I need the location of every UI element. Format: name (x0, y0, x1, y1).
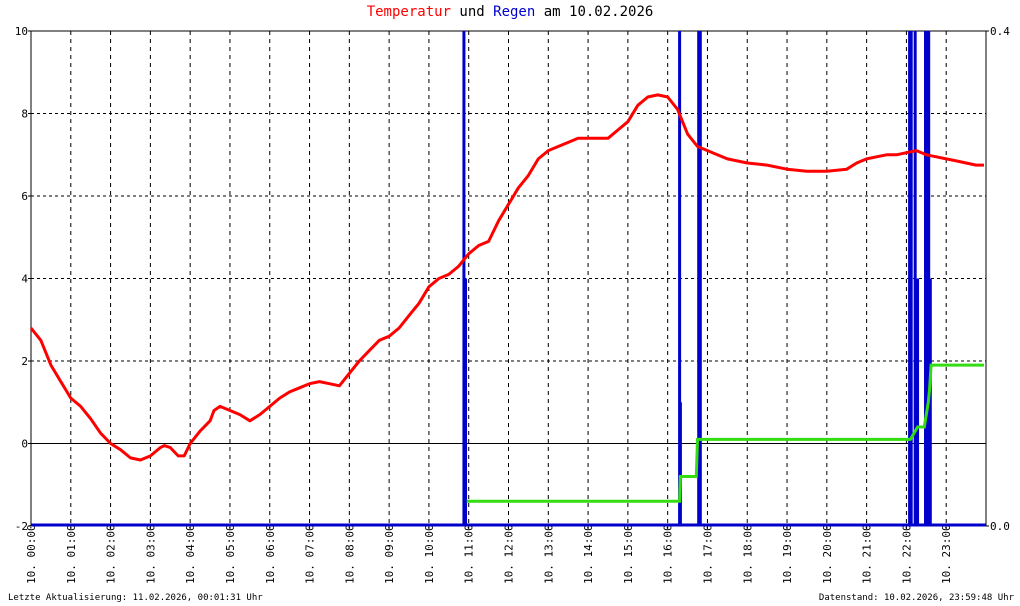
x-tick-label: 10. 22:00 (900, 524, 913, 584)
x-tick-label: 10. 06:00 (264, 524, 277, 584)
x-tick-label: 10. 01:00 (65, 524, 78, 584)
x-tick-label: 10. 11:00 (463, 524, 476, 584)
x-tick-label: 10. 15:00 (622, 524, 635, 584)
grid-layer (31, 31, 986, 526)
y-tick-label-left: 0 (21, 438, 28, 451)
y-tick-label-left: -2 (15, 520, 28, 533)
y-tick-label-left: 8 (21, 108, 28, 121)
x-tick-label: 10. 07:00 (304, 524, 317, 584)
x-tick-label: 10. 08:00 (343, 524, 356, 584)
y-tick-label-left: 2 (21, 355, 28, 368)
rain-cumulative-line (466, 363, 984, 503)
x-tick-label: 10. 13:00 (542, 524, 555, 584)
y-tick-label-left: 4 (21, 273, 28, 286)
x-tick-label: 10. 18:00 (741, 524, 754, 584)
x-tick-label: 10. 00:00 (25, 524, 38, 584)
series-layer (29, 31, 986, 527)
x-tick-label: 10. 05:00 (224, 524, 237, 584)
x-tick-label: 10. 10:00 (423, 524, 436, 584)
y-tick-label-left: 10 (15, 25, 28, 38)
x-tick-label: 10. 12:00 (503, 524, 516, 584)
title-temperature: Temperatur (366, 4, 451, 20)
title-date: am 10.02.2026 (535, 4, 654, 20)
x-tick-label: 10. 20:00 (821, 524, 834, 584)
x-tick-label: 10. 19:00 (781, 524, 794, 584)
x-tick-label: 10. 03:00 (144, 524, 157, 584)
footer-data-status: Datenstand: 10.02.2026, 23:59:48 Uhr (818, 593, 1014, 603)
title-and: und (450, 4, 494, 20)
x-tick-label: 10. 17:00 (701, 524, 714, 584)
temperature-line (29, 93, 984, 462)
x-tick-label: 10. 09:00 (383, 524, 396, 584)
x-tick-label: 10. 04:00 (184, 524, 197, 584)
x-tick-label: 10. 21:00 (861, 524, 874, 584)
tick-label-layer: 10 8 6 4 2 0 -2 0.4 0.0 10. 00:00 10. 01:00 10. 02:… (15, 25, 1010, 584)
y-tick-label-left: 6 (21, 190, 28, 203)
x-tick-label: 10. 02:00 (105, 524, 118, 584)
x-tick-label: 10. 14:00 (582, 524, 595, 584)
title-rain: Regen (493, 4, 536, 20)
x-tick-label: 10. 16:00 (662, 524, 675, 584)
y-tick-label-right: 0.0 (990, 520, 1010, 533)
x-tick-label: 10. 23:00 (940, 524, 953, 584)
footer-last-update: Letzte Aktualisierung: 11.02.2026, 00:01… (8, 593, 263, 603)
y-tick-label-right: 0.4 (990, 25, 1010, 38)
chart-title: Temperatur und Regen am 10.02.2026 (0, 4, 1020, 20)
